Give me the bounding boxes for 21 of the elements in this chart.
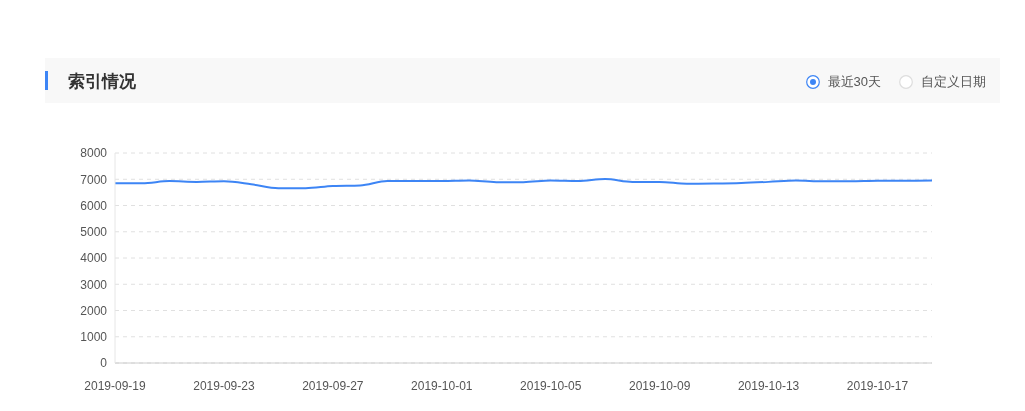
x-tick-label: 2019-10-01 <box>411 378 473 393</box>
y-tick-label: 7000 <box>80 172 108 187</box>
y-tick-label: 0 <box>100 356 108 371</box>
y-tick-label: 4000 <box>80 251 108 266</box>
y-tick-label: 2000 <box>80 303 108 318</box>
y-tick-label: 1000 <box>80 330 108 345</box>
x-tick-label: 2019-10-13 <box>737 378 800 393</box>
x-tick-label: 2019-10-17 <box>846 378 909 393</box>
line-series <box>114 177 933 190</box>
y-tick-label: 6000 <box>80 198 108 213</box>
x-tick-label: 2019-09-19 <box>84 378 147 393</box>
chart-title: 索引情况 <box>68 71 136 93</box>
text: 最近30天 <box>827 73 881 91</box>
y-tick-label: 3000 <box>80 277 108 292</box>
x-tick-label: 2019-09-27 <box>302 378 364 393</box>
y-tick-label: 8000 <box>80 146 108 161</box>
x-tick-label: 2019-10-09 <box>628 378 691 393</box>
x-tick-label: 2019-10-05 <box>520 378 582 393</box>
text: 自定义日期 <box>921 73 986 91</box>
y-tick-label: 5000 <box>80 225 108 240</box>
x-tick-label: 2019-09-23 <box>193 378 255 393</box>
